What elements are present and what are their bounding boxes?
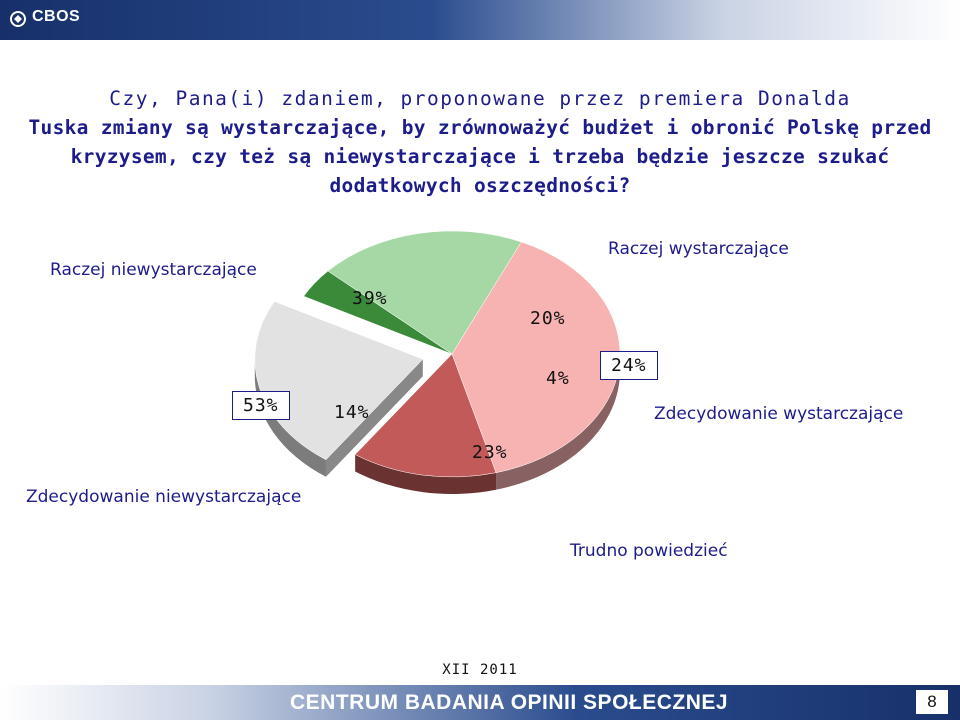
pie-slice-zdecydowanie-niewystarczajace bbox=[354, 353, 497, 478]
data-label-20: 20% bbox=[530, 308, 566, 329]
group-total-niewystarczajace: 53% bbox=[232, 391, 290, 420]
footer-banner: CENTRUM BADANIA OPINII SPOŁECZNEJ bbox=[0, 685, 960, 720]
data-label-23: 23% bbox=[472, 442, 508, 463]
data-label-39: 39% bbox=[352, 288, 388, 309]
pie-slice-trudno-powiedziec bbox=[254, 301, 424, 461]
category-label-raczej-niewystarczajace: Raczej niewystarczające bbox=[50, 260, 257, 280]
data-label-14: 14% bbox=[334, 402, 370, 423]
footer-org-name: CENTRUM BADANIA OPINII SPOŁECZNEJ bbox=[290, 691, 729, 714]
cbos-logo-icon bbox=[10, 11, 26, 27]
category-label-raczej-wystarczajace: Raczej wystarczające bbox=[608, 239, 789, 259]
pie-slice-wall-trudno-powiedziec bbox=[325, 359, 423, 477]
pie-slice-raczej-wystarczajace bbox=[327, 230, 522, 355]
survey-date: XII 2011 bbox=[442, 662, 518, 678]
pie-slice-side-zdecydowanie-niewystarczajace bbox=[355, 454, 497, 494]
cbos-logo: CBOS bbox=[10, 7, 80, 33]
group-total-wystarczajace: 24% bbox=[600, 351, 658, 380]
title-rest: Tuska zmiany są wystarczające, by zrówno… bbox=[28, 116, 932, 197]
pie-slice-side-raczej-niewystarczajace bbox=[496, 354, 620, 490]
category-label-zdecydowanie-niewystarczajace: Zdecydowanie niewystarczające bbox=[26, 487, 302, 507]
page-number: 8 bbox=[916, 690, 948, 714]
title-line-1: Czy, Pana(i) zdaniem, proponowane przez … bbox=[109, 87, 851, 110]
logo-text: CBOS bbox=[32, 8, 81, 25]
data-label-4: 4% bbox=[546, 368, 570, 389]
chart-title: Czy, Pana(i) zdaniem, proponowane przez … bbox=[20, 84, 940, 200]
category-label-trudno-powiedziec: Trudno powiedzieć bbox=[570, 541, 728, 561]
top-banner: CBOS bbox=[0, 0, 960, 40]
category-label-zdecydowanie-wystarczajace: Zdecydowanie wystarczające bbox=[654, 404, 904, 424]
